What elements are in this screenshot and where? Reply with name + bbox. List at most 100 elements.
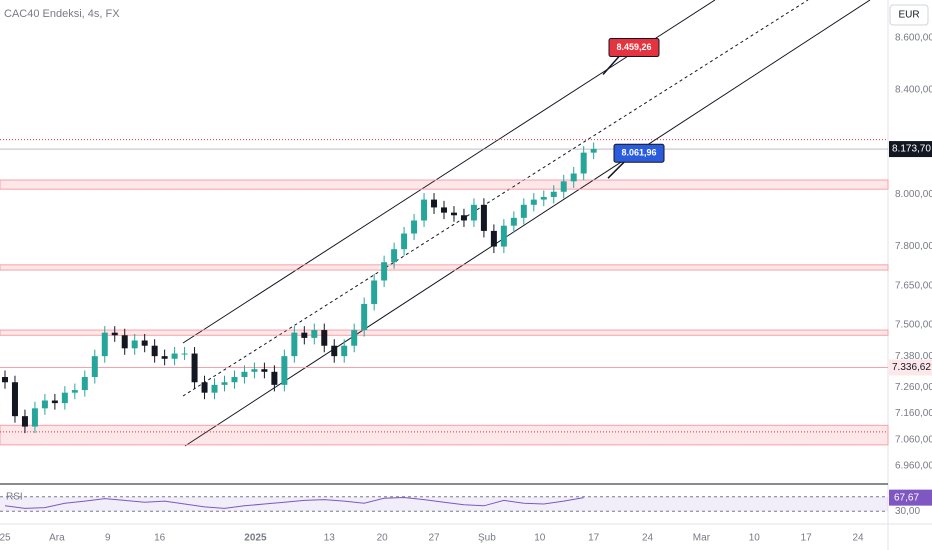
- x-tick-label: 25: [0, 533, 11, 544]
- candle-body: [480, 204, 487, 231]
- candle-body: [341, 345, 348, 357]
- candle-body: [540, 196, 547, 200]
- candle-body: [171, 353, 178, 359]
- last-price-label: 8.173,70: [892, 144, 931, 155]
- x-tick-label: 24: [853, 533, 865, 544]
- zone: [0, 264, 889, 271]
- y-tick-label: 7.260,00: [895, 382, 932, 393]
- y-tick-label: 7.380,00: [895, 351, 932, 362]
- candle-body: [41, 400, 48, 409]
- candle-body: [141, 340, 148, 346]
- y-tick-label: 7.800,00: [895, 241, 932, 252]
- candle-body: [351, 330, 358, 346]
- candle-body: [211, 384, 218, 393]
- candle-body: [470, 204, 477, 221]
- channel-mid: [182, 0, 809, 397]
- candle-body: [411, 220, 418, 234]
- candle-body: [111, 332, 118, 336]
- zone: [0, 424, 889, 446]
- candle-body: [131, 340, 138, 349]
- candle-body: [331, 345, 338, 357]
- last-price-label-box: [889, 141, 932, 158]
- x-tick-label: Ara: [49, 533, 65, 544]
- candle-body: [500, 225, 507, 247]
- candle-body: [231, 377, 238, 383]
- candle-body: [261, 369, 268, 372]
- x-tick-label: 13: [324, 533, 336, 544]
- annotation-pointer: [607, 161, 625, 179]
- y-tick-label: 7.650,00: [895, 280, 932, 291]
- y-tick-label: 7.500,00: [895, 319, 932, 330]
- candle-body: [510, 217, 517, 226]
- x-tick-label: 16: [154, 533, 166, 544]
- candle-body: [550, 191, 557, 197]
- candle-body: [181, 353, 188, 355]
- candle-body: [71, 390, 78, 393]
- zone: [0, 329, 889, 336]
- x-tick-label: 17: [801, 533, 813, 544]
- candle-body: [11, 382, 18, 417]
- zone: [0, 179, 889, 190]
- x-tick-label: 10: [749, 533, 761, 544]
- candle-body: [590, 148, 597, 153]
- candle-body: [61, 392, 68, 404]
- annotation-label: 8.459,26: [616, 42, 651, 52]
- y-tick-label: 7.160,00: [895, 408, 932, 419]
- y-tick-label: 7.060,00: [895, 434, 932, 445]
- candle-body: [271, 371, 278, 385]
- candle-body: [51, 400, 58, 404]
- chart-title: CAC40 Endeksi, 4s, FX: [4, 8, 120, 20]
- candle-body: [301, 332, 308, 338]
- x-tick-label: 2025: [244, 533, 267, 544]
- x-tick-label: 9: [105, 533, 111, 544]
- candle-body: [31, 408, 38, 427]
- candle-body: [291, 332, 298, 357]
- candle-body: [371, 280, 378, 304]
- candle-body: [151, 345, 158, 357]
- y-tick-label: 8.600,00: [895, 32, 932, 43]
- price-label-box: [889, 359, 932, 376]
- rsi-tick-label: 30,00: [895, 506, 920, 517]
- candle-body: [241, 371, 248, 378]
- candle-body: [460, 215, 467, 221]
- candle-body: [520, 204, 527, 218]
- candle-body: [91, 356, 98, 378]
- channel-lower: [184, 0, 871, 447]
- candle-body: [101, 332, 108, 357]
- x-tick-label: 17: [588, 533, 600, 544]
- candle-body: [81, 377, 88, 391]
- candle-body: [391, 249, 398, 263]
- annotation-pointer: [602, 56, 620, 76]
- candle-body: [191, 353, 198, 383]
- candle-body: [21, 416, 28, 427]
- candle-body: [321, 330, 328, 346]
- rsi-last-box: [889, 489, 932, 506]
- y-tick-label: 8.000,00: [895, 189, 932, 200]
- currency[interactable]: EUR: [898, 10, 919, 21]
- candle-body: [311, 330, 318, 338]
- annotation-box: [608, 38, 660, 58]
- x-tick-label: 27: [428, 533, 440, 544]
- channel: [182, 0, 871, 447]
- annotation-label: 8.061,96: [621, 148, 656, 158]
- candle-body: [580, 152, 587, 174]
- candle-body: [431, 199, 438, 208]
- candle-body: [421, 199, 428, 221]
- candle-body: [450, 212, 457, 216]
- y-tick-label: 6.960,00: [895, 460, 932, 471]
- candle-body: [381, 262, 388, 281]
- x-tick-label: Mar: [693, 533, 711, 544]
- candle-body: [1, 377, 8, 383]
- candle-body: [281, 356, 288, 385]
- candle-body: [201, 382, 208, 393]
- channel-upper: [182, 0, 716, 344]
- y-tick-label: 8.400,00: [895, 85, 932, 96]
- rsi-line: [4, 497, 584, 509]
- candle-body: [441, 207, 447, 213]
- candle-body: [121, 335, 128, 349]
- currency-button[interactable]: [889, 4, 929, 26]
- candle-body: [530, 199, 537, 205]
- rsi-last-label: 67,67: [894, 492, 919, 503]
